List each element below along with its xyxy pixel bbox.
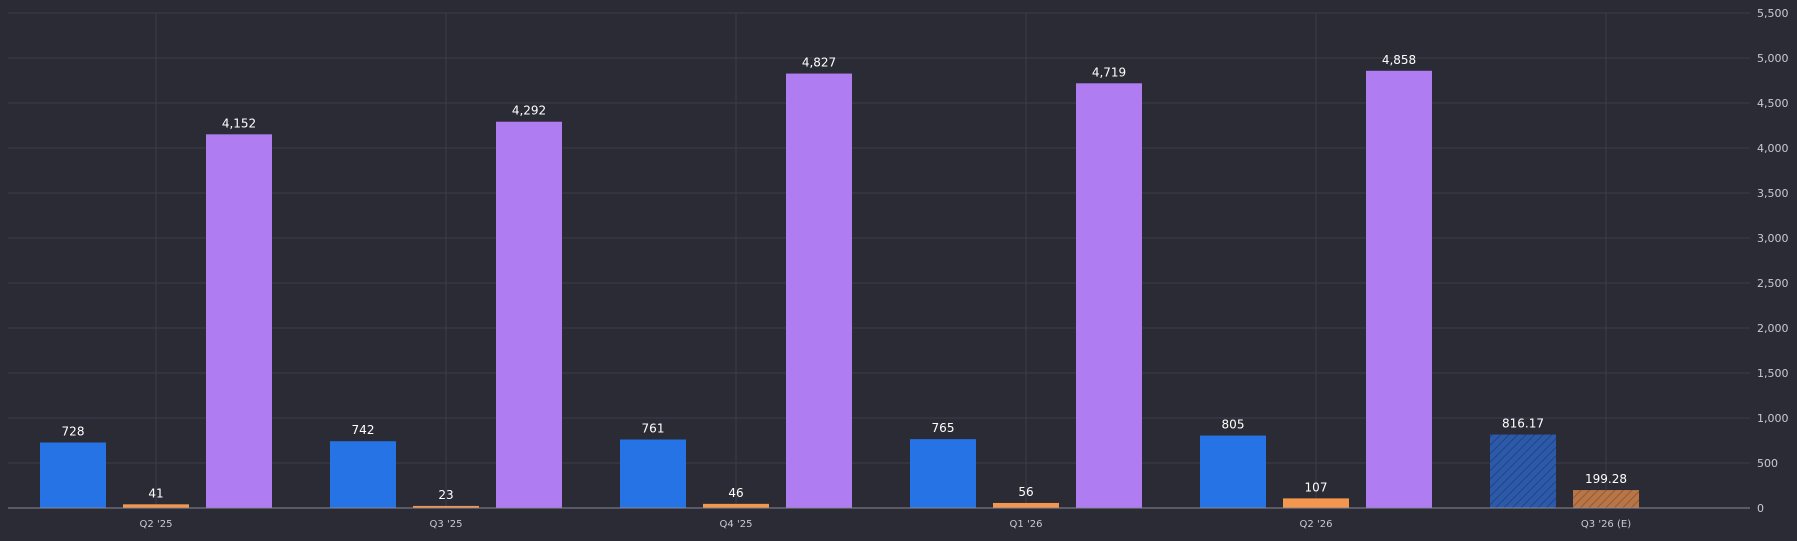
y-tick-label: 3,500 bbox=[1757, 187, 1789, 200]
bar[interactable] bbox=[206, 134, 272, 508]
data-label: 107 bbox=[1305, 480, 1328, 494]
bar[interactable] bbox=[330, 441, 396, 508]
bar[interactable] bbox=[1490, 434, 1556, 508]
data-labels-layer: 728 41 4,152 742 23 4,292 761 46 4,827 765 56 4,719… bbox=[62, 53, 1627, 502]
bar[interactable] bbox=[1573, 490, 1639, 508]
x-tick-label: Q1 '26 bbox=[1010, 519, 1043, 530]
x-tick-label: Q3 '26 (E) bbox=[1581, 519, 1631, 530]
data-label: 816.17 bbox=[1502, 417, 1544, 431]
data-label: 56 bbox=[1018, 485, 1033, 499]
y-tick-label: 2,500 bbox=[1757, 277, 1789, 290]
bar[interactable] bbox=[910, 439, 976, 508]
data-label: 23 bbox=[438, 488, 453, 502]
y-tick-label: 0 bbox=[1757, 502, 1764, 515]
x-tick-label: Q2 '25 bbox=[140, 519, 173, 530]
y-tick-label: 5,000 bbox=[1757, 52, 1789, 65]
bar[interactable] bbox=[786, 73, 852, 508]
data-label: 46 bbox=[728, 486, 743, 500]
grid-layer bbox=[8, 12, 1750, 509]
bar[interactable] bbox=[496, 121, 562, 508]
y-tick-label: 4,500 bbox=[1757, 97, 1789, 110]
data-label: 41 bbox=[148, 486, 163, 500]
bar[interactable] bbox=[993, 502, 1059, 508]
data-label: 4,858 bbox=[1382, 53, 1416, 67]
bar[interactable] bbox=[703, 503, 769, 508]
y-tick-label: 2,000 bbox=[1757, 322, 1789, 335]
bar[interactable] bbox=[1366, 70, 1432, 508]
x-tick-label: Q3 '25 bbox=[430, 519, 463, 530]
data-label: 4,827 bbox=[802, 56, 836, 70]
y-tick-label: 4,000 bbox=[1757, 142, 1789, 155]
data-label: 761 bbox=[642, 422, 665, 436]
bars-layer bbox=[40, 70, 1639, 508]
data-label: 4,292 bbox=[512, 104, 546, 118]
data-label: 742 bbox=[352, 423, 375, 437]
bar[interactable] bbox=[1283, 498, 1349, 508]
y-tick-label: 1,500 bbox=[1757, 367, 1789, 380]
y-tick-label: 500 bbox=[1757, 457, 1778, 470]
bar[interactable] bbox=[1200, 435, 1266, 508]
data-label: 4,152 bbox=[222, 116, 256, 130]
y-tick-label: 3,000 bbox=[1757, 232, 1789, 245]
data-label: 765 bbox=[932, 421, 955, 435]
bar[interactable] bbox=[123, 504, 189, 508]
bar[interactable] bbox=[1076, 83, 1142, 508]
data-label: 199.28 bbox=[1585, 472, 1627, 486]
y-tick-label: 5,500 bbox=[1757, 7, 1789, 20]
x-tick-label: Q4 '25 bbox=[720, 519, 753, 530]
bar[interactable] bbox=[620, 439, 686, 508]
bar[interactable] bbox=[413, 505, 479, 508]
axis-layer: 0 500 1,000 1,500 2,000 2,500 3,000 3,500 4,000 4… bbox=[8, 7, 1789, 530]
bar[interactable] bbox=[40, 442, 106, 508]
x-tick-label: Q2 '26 bbox=[1300, 519, 1333, 530]
data-label: 4,719 bbox=[1092, 65, 1126, 79]
data-label: 728 bbox=[62, 424, 85, 438]
y-tick-label: 1,000 bbox=[1757, 412, 1789, 425]
data-label: 805 bbox=[1222, 418, 1245, 432]
